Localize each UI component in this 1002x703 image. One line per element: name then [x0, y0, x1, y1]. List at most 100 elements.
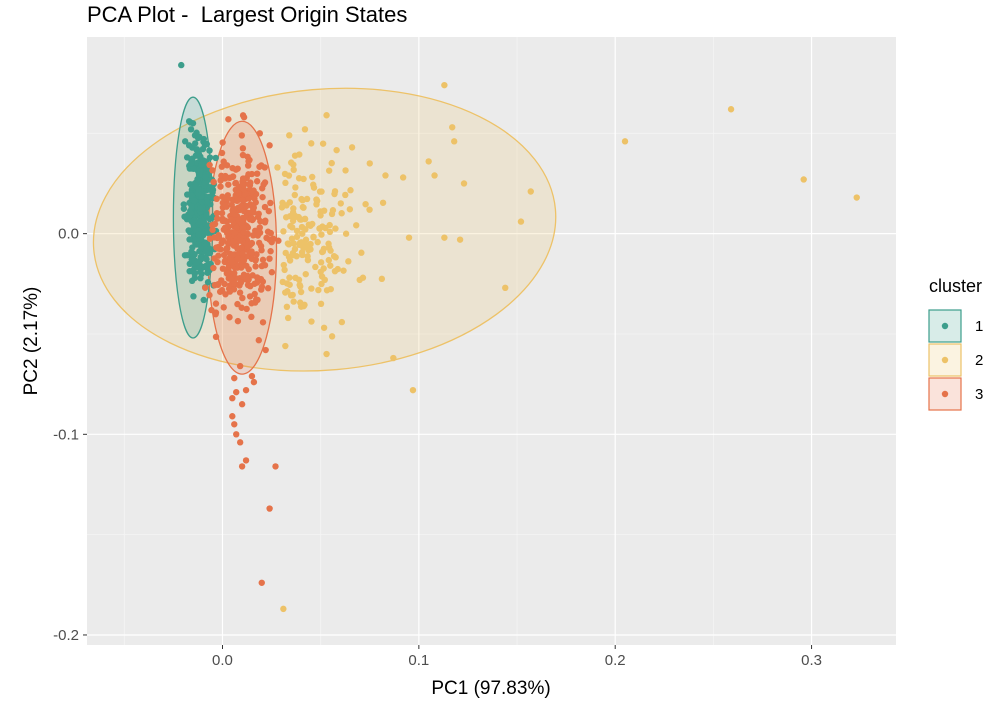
- cluster-3-point: [253, 178, 261, 185]
- cluster-3-point: [256, 163, 263, 170]
- cluster-3-point: [240, 224, 247, 232]
- cluster-2-point: [329, 207, 337, 214]
- cluster-1-point: [201, 228, 209, 235]
- cluster-2-point: [409, 386, 417, 394]
- cluster-3-point: [239, 196, 246, 204]
- cluster-3-point: [272, 463, 279, 470]
- cluster-1-point: [189, 120, 197, 127]
- cluster-3-point: [255, 337, 262, 344]
- cluster-2-point: [332, 254, 339, 261]
- cluster-1-points: [178, 61, 220, 304]
- cluster-3-point: [206, 291, 213, 299]
- cluster-2-point: [333, 146, 340, 154]
- cluster-3-point: [248, 300, 255, 307]
- cluster-3-point: [214, 245, 222, 252]
- cluster-3-point: [220, 251, 228, 259]
- cluster-3-point: [224, 245, 231, 252]
- cluster-2-point: [309, 220, 316, 228]
- legend: cluster 1 2 3: [928, 276, 983, 411]
- cluster-3-point: [229, 173, 236, 181]
- cluster-2-point: [323, 350, 330, 358]
- cluster-3-point: [229, 394, 236, 402]
- cluster-3-point: [233, 431, 240, 438]
- cluster-3-point: [268, 269, 276, 276]
- cluster-2-point: [318, 231, 325, 238]
- cluster-2-point: [319, 140, 327, 147]
- cluster-2-point: [347, 187, 354, 194]
- cluster-1-point: [183, 251, 191, 259]
- cluster-1-point: [204, 279, 212, 286]
- cluster-3-point: [240, 214, 248, 222]
- cluster-3-point: [242, 457, 250, 464]
- cluster-2-point: [342, 191, 349, 199]
- cluster-2-point: [405, 234, 413, 241]
- cluster-2-point: [346, 206, 354, 213]
- cluster-3-point: [225, 181, 232, 188]
- cluster-3-point: [240, 186, 247, 193]
- cluster-2-point: [287, 222, 294, 230]
- cluster-1-point: [195, 186, 202, 193]
- cluster-1-point: [187, 126, 195, 133]
- cluster-2-point: [287, 159, 295, 166]
- cluster-1-point: [194, 258, 201, 266]
- legend-label-3: 3: [975, 386, 983, 403]
- cluster-3-point: [239, 145, 247, 152]
- cluster-1-point: [181, 213, 188, 220]
- cluster-2-point: [441, 81, 448, 89]
- cluster-1-point: [190, 293, 197, 300]
- cluster-3-point: [229, 251, 236, 258]
- cluster-1-point: [189, 218, 196, 226]
- x-axis-label: PC1 (97.83%): [431, 678, 550, 699]
- cluster-2-point: [334, 265, 341, 273]
- cluster-2-point: [327, 285, 334, 293]
- cluster-3-point: [266, 505, 273, 512]
- cluster-3-point: [224, 239, 232, 247]
- cluster-3-point: [217, 183, 224, 190]
- cluster-3-point: [248, 372, 256, 380]
- plot-panel: [87, 37, 896, 645]
- cluster-3-point: [213, 195, 220, 203]
- cluster-2-point: [304, 256, 312, 264]
- cluster-3-point: [210, 178, 217, 186]
- cluster-3-point: [250, 378, 258, 386]
- x-tick-label: 0.0: [212, 652, 233, 669]
- cluster-2-point: [340, 267, 347, 274]
- cluster-2-point: [282, 289, 289, 296]
- cluster-2-point: [382, 172, 389, 179]
- cluster-1-point: [188, 203, 195, 211]
- cluster-2-point: [284, 314, 292, 322]
- cluster-3-point: [214, 258, 221, 266]
- cluster-2-point: [379, 199, 387, 206]
- cluster-2-point: [366, 160, 373, 167]
- cluster-1-point: [203, 140, 210, 148]
- cluster-2-point: [517, 218, 525, 225]
- cluster-2-point: [359, 274, 367, 281]
- cluster-2-point: [282, 179, 289, 187]
- cluster-3-point: [266, 236, 273, 243]
- cluster-2-point: [326, 228, 334, 236]
- cluster-2-point: [291, 245, 299, 253]
- cluster-3-point: [251, 280, 258, 287]
- cluster-3-point: [223, 269, 231, 276]
- cluster-3-point: [208, 306, 215, 314]
- cluster-2-point: [297, 216, 304, 223]
- cluster-3-point: [231, 374, 238, 382]
- cluster-3-point: [262, 346, 269, 354]
- cluster-3-point: [256, 229, 264, 236]
- y-tick-label: -0.2: [53, 627, 79, 644]
- cluster-3-point: [262, 217, 269, 224]
- cluster-2-point: [358, 249, 365, 256]
- cluster-2-point: [298, 249, 306, 256]
- cluster-3-point: [261, 261, 269, 269]
- cluster-2-point: [299, 241, 307, 249]
- cluster-1-point: [187, 209, 195, 217]
- legend-key-3-dot: [941, 390, 949, 398]
- y-axis-label: PC2 (2.17%): [21, 287, 42, 396]
- cluster-2-point: [310, 184, 318, 191]
- cluster-2-point: [303, 195, 311, 203]
- cluster-2-point: [338, 210, 345, 217]
- cluster-3-point: [226, 288, 234, 295]
- cluster-2-point: [342, 230, 350, 237]
- cluster-2-point: [302, 270, 309, 278]
- cluster-3-point: [206, 161, 213, 169]
